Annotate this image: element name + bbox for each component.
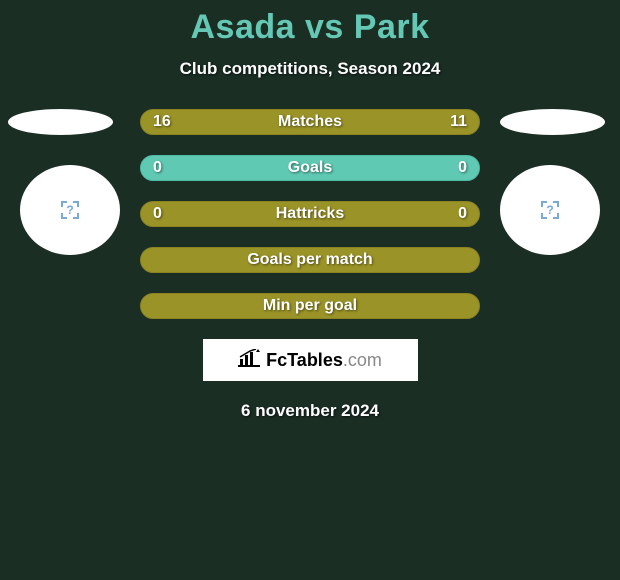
stat-left-value: 0 [153, 159, 162, 177]
right-player-shapes: ? [500, 109, 620, 255]
stat-bars: 16 Matches 11 0 Goals 0 0 Hattricks 0 Go… [140, 109, 480, 319]
stat-label: Matches [278, 113, 342, 131]
logo-text-light: .com [343, 350, 382, 370]
subtitle: Club competitions, Season 2024 [0, 59, 620, 79]
chart-icon [238, 349, 260, 372]
stat-bar-min-per-goal: Min per goal [140, 293, 480, 319]
stat-label: Goals [288, 159, 332, 177]
stat-bar-matches: 16 Matches 11 [140, 109, 480, 135]
logo-box[interactable]: FcTables.com [203, 339, 418, 381]
left-avatar-circle: ? [20, 165, 120, 255]
placeholder-icon: ? [61, 201, 79, 219]
right-ellipse [500, 109, 605, 135]
left-player-shapes: ? [0, 109, 120, 255]
stat-left-value: 16 [153, 113, 171, 131]
comparison-content: ? ? 16 Matches 11 0 Goals 0 0 Hattricks … [0, 109, 620, 421]
logo-text-bold: FcTables [266, 350, 343, 370]
stat-label: Hattricks [276, 205, 344, 223]
stat-right-value: 0 [458, 159, 467, 177]
stat-right-value: 0 [458, 205, 467, 223]
date-text: 6 november 2024 [0, 401, 620, 421]
page-title: Asada vs Park [0, 0, 620, 47]
stat-bar-goals: 0 Goals 0 [140, 155, 480, 181]
logo-text: FcTables.com [266, 350, 382, 371]
stat-label: Min per goal [263, 297, 357, 315]
right-avatar-circle: ? [500, 165, 600, 255]
stat-bar-goals-per-match: Goals per match [140, 247, 480, 273]
stat-left-value: 0 [153, 205, 162, 223]
stat-right-value: 11 [450, 113, 467, 131]
stat-bar-hattricks: 0 Hattricks 0 [140, 201, 480, 227]
left-ellipse [8, 109, 113, 135]
placeholder-icon: ? [541, 201, 559, 219]
stat-label: Goals per match [247, 251, 372, 269]
